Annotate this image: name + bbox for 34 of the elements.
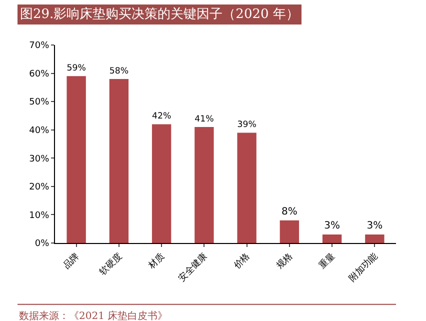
x-tick-label: 重量 — [316, 250, 338, 272]
data-label: 58% — [109, 66, 129, 76]
bar — [152, 124, 172, 243]
bar — [194, 127, 214, 243]
x-tick-label: 品牌 — [61, 250, 82, 272]
data-label: 41% — [194, 114, 214, 124]
y-tick-label: 70% — [29, 41, 50, 52]
bar — [109, 78, 129, 243]
bar — [365, 234, 384, 243]
data-label: 8% — [282, 206, 298, 218]
data-label: 3% — [324, 220, 340, 232]
x-tick-label: 附加功能 — [346, 250, 380, 284]
bar — [237, 132, 256, 243]
y-tick-label: 20% — [29, 182, 50, 193]
y-tick-label: 40% — [29, 126, 50, 136]
y-tick-label: 10% — [29, 210, 50, 221]
data-label: 3% — [366, 220, 383, 232]
data-label: 59% — [66, 64, 86, 74]
data-label: 42% — [152, 112, 172, 122]
x-tick-label: 材质 — [146, 250, 167, 272]
bar — [322, 234, 342, 243]
bar — [66, 76, 86, 243]
y-tick-label: 50% — [29, 98, 50, 108]
y-tick-label: 60% — [29, 69, 50, 80]
y-tick-label: 0% — [34, 239, 50, 250]
x-tick-label: 安全健康 — [176, 250, 210, 284]
x-tick-label: 规格 — [274, 250, 295, 272]
bar — [280, 220, 300, 243]
x-tick-label: 软硬度 — [97, 250, 124, 278]
data-label: 39% — [237, 120, 256, 130]
chart-title: 图29.影响床垫购买决策的关键因子（2020 年） — [20, 7, 299, 22]
source-note: 数据来源：《2021 床垫白皮书》 — [19, 310, 168, 321]
y-tick-label: 30% — [29, 154, 50, 164]
x-tick-label: 价格 — [230, 250, 252, 272]
